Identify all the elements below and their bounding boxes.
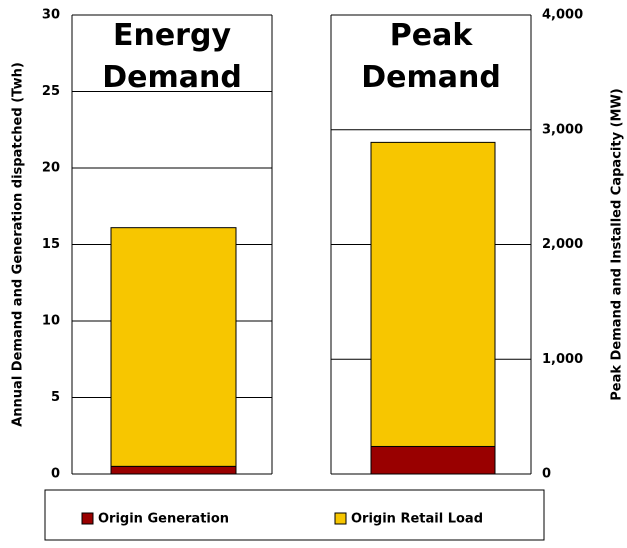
legend-swatch [81,512,94,525]
legend-box [44,489,545,541]
chart-title: Energy Demand [102,18,242,95]
bar-segment [370,445,496,475]
y-tick-label: 2,000 [542,237,583,252]
y-tick-label: 4,000 [542,8,583,23]
legend-swatch [334,512,347,525]
y-axis-label: Peak Demand and Installed Capacity (MW) [610,88,625,400]
y-tick-label: 15 [42,237,60,252]
legend-label: Origin Generation [98,512,229,527]
bar-segment [110,227,237,467]
y-tick-label: 5 [51,390,60,405]
y-tick-label: 1,000 [542,352,583,367]
y-tick-label: 3,000 [542,122,583,137]
legend-label: Origin Retail Load [351,512,483,527]
y-tick-label: 0 [51,467,60,482]
y-tick-label: 0 [542,467,551,482]
y-tick-label: 10 [42,314,60,329]
y-tick-label: 25 [42,84,60,99]
y-axis-label: Annual Demand and Generation dispatched … [11,62,26,427]
y-tick-label: 20 [42,161,60,176]
bar-segment [370,141,496,447]
bar-segment [110,465,237,475]
chart-title: Peak Demand [361,18,501,95]
y-tick-label: 30 [42,8,60,23]
